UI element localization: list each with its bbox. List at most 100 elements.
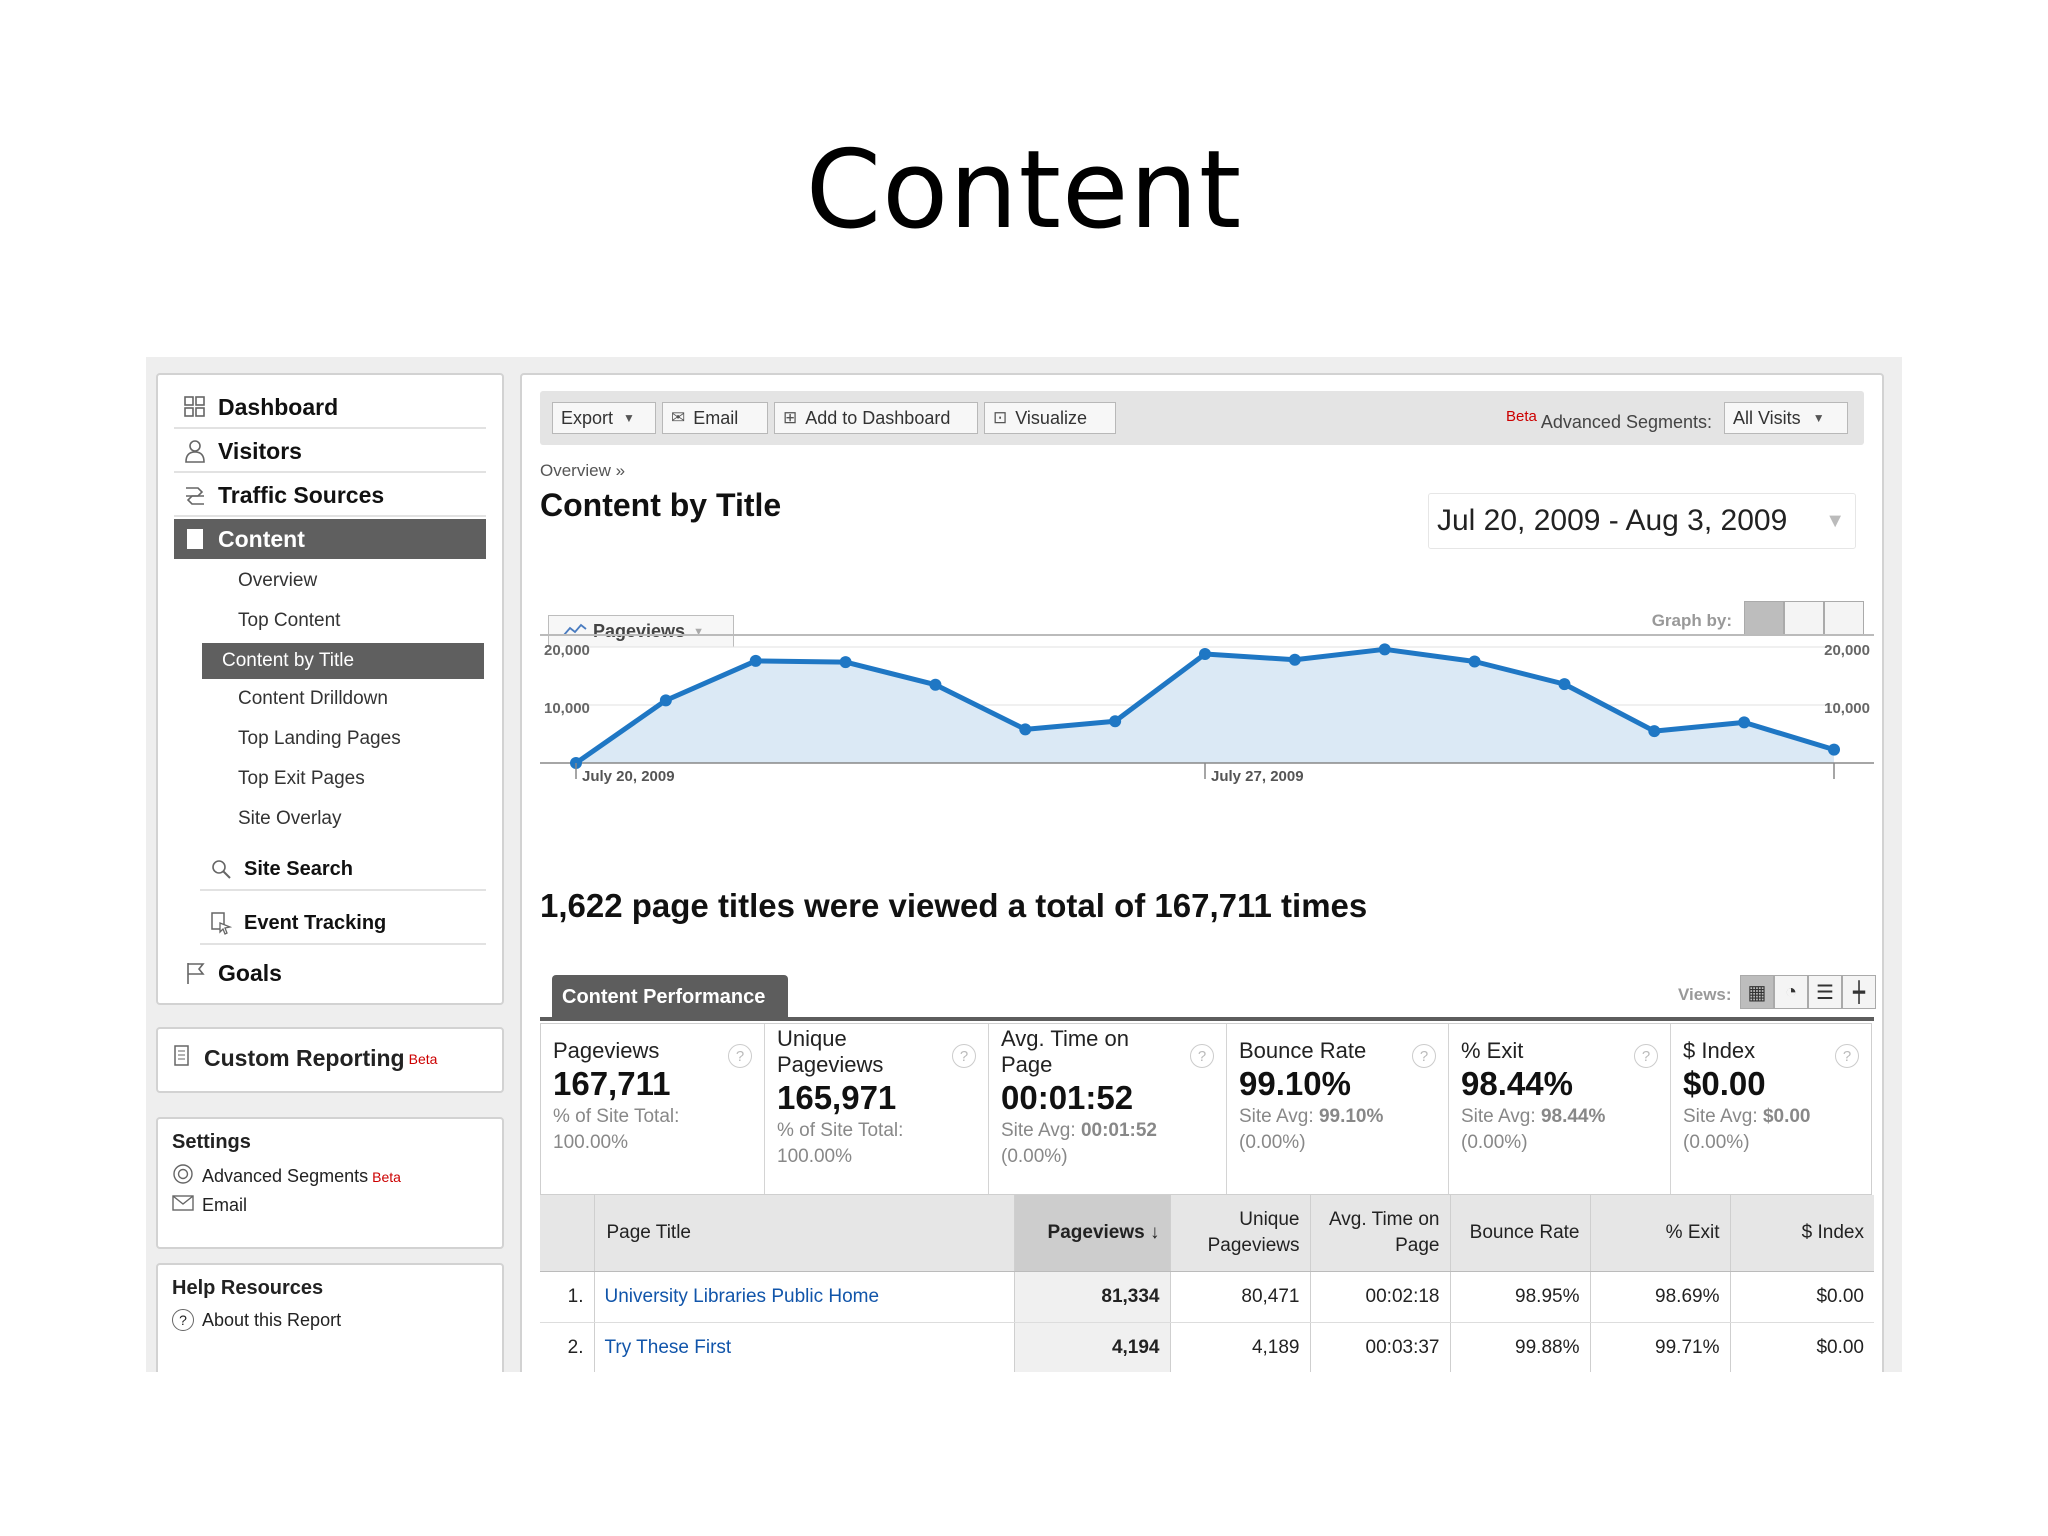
cell-exit: 98.69% xyxy=(1590,1271,1731,1323)
x-tick-label: July 27, 2009 xyxy=(1211,768,1304,785)
subnav-content-drilldown[interactable]: Content Drilldown xyxy=(218,681,490,717)
nav-traffic-sources[interactable]: Traffic Sources xyxy=(174,475,486,517)
column-header-avg-time[interactable]: Avg. Time on Page xyxy=(1310,1195,1451,1272)
performance-view-icon[interactable]: ☰ xyxy=(1808,975,1842,1009)
stat-value: 99.10% xyxy=(1239,1065,1351,1102)
graph-by-day-button[interactable] xyxy=(1744,601,1784,635)
page-title-link[interactable]: University Libraries Public Home xyxy=(594,1271,1015,1323)
summary-text: 1,622 page titles were viewed a total of… xyxy=(540,887,1368,924)
nav-goals[interactable]: Goals xyxy=(174,953,486,993)
question-icon: ? xyxy=(172,1309,194,1331)
nav-label: Traffic Sources xyxy=(218,481,385,508)
subnav-label: Content Drilldown xyxy=(238,688,388,709)
table-view-icon[interactable]: ▦ xyxy=(1740,975,1774,1009)
target-icon xyxy=(172,1163,194,1190)
visualize-label: Visualize xyxy=(1015,407,1087,428)
stat-label: $ Index xyxy=(1683,1038,1756,1063)
chevron-down-icon: ▼ xyxy=(693,625,704,638)
nav-event-tracking[interactable]: Event Tracking xyxy=(200,903,486,945)
column-header-page-title[interactable]: Page Title xyxy=(594,1195,1015,1272)
nav-site-search[interactable]: Site Search xyxy=(200,849,486,891)
stat-sub: (0.00%) xyxy=(1461,1132,1528,1153)
help-icon[interactable]: ? xyxy=(1412,1044,1436,1068)
subnav-top-exit-pages[interactable]: Top Exit Pages xyxy=(218,761,490,797)
stat-label: Avg. Time on Page xyxy=(1001,1026,1129,1077)
help-icon[interactable]: ? xyxy=(1634,1044,1658,1068)
custom-reporting-panel[interactable]: Custom Reporting Beta xyxy=(156,1027,504,1093)
nav-content[interactable]: Content xyxy=(174,519,486,559)
x-tick-label: July 20, 2009 xyxy=(582,768,675,785)
envelope-icon xyxy=(172,1195,194,1216)
report-icon xyxy=(174,1045,190,1072)
settings-panel: Settings Advanced Segments Beta Email xyxy=(156,1117,504,1249)
nav-visitors[interactable]: Visitors xyxy=(174,431,486,473)
help-icon[interactable]: ? xyxy=(952,1044,976,1068)
subnav-content-by-title[interactable]: Content by Title xyxy=(202,643,484,679)
nav-dashboard[interactable]: Dashboard xyxy=(174,387,486,429)
date-range-picker[interactable]: Jul 20, 2009 - Aug 3, 2009 ▼ xyxy=(1428,493,1856,549)
stat-sub: Site Avg: xyxy=(1239,1106,1319,1127)
graph-by-month-button[interactable] xyxy=(1824,601,1864,635)
help-title: Help Resources xyxy=(172,1277,324,1299)
stat-index: $ Index ? $0.00 Site Avg: $0.00 (0.00%) xyxy=(1671,1024,1871,1194)
subnav-top-content[interactable]: Top Content xyxy=(218,603,490,639)
column-header-unique-pageviews[interactable]: Unique Pageviews xyxy=(1170,1195,1311,1272)
page-title-link[interactable]: Try These First xyxy=(594,1322,1015,1372)
subnav-top-landing-pages[interactable]: Top Landing Pages xyxy=(218,721,490,757)
stat-value: $0.00 xyxy=(1683,1065,1766,1102)
sort-down-icon: ↓ xyxy=(1150,1222,1160,1243)
y-tick-label-right: 10,000 xyxy=(1824,700,1870,717)
page-icon xyxy=(182,526,208,552)
data-point xyxy=(1199,647,1211,660)
custom-reporting-label: Custom Reporting xyxy=(204,1045,405,1071)
stat-sub-value: 99.10% xyxy=(1318,1106,1384,1127)
table-row: 1. University Libraries Public Home 81,3… xyxy=(540,1271,1874,1323)
help-icon[interactable]: ? xyxy=(1190,1044,1214,1068)
column-header-index xyxy=(540,1195,595,1272)
about-report-label: About this Report xyxy=(202,1309,342,1330)
subnav-label: Top Content xyxy=(238,610,341,631)
beta-badge: Beta xyxy=(408,1050,438,1067)
breadcrumb[interactable]: Overview » xyxy=(540,461,626,480)
column-header-pageviews[interactable]: Pageviews ↓ xyxy=(1014,1195,1171,1272)
stat-value: 165,971 xyxy=(777,1079,897,1116)
help-icon[interactable]: ? xyxy=(1835,1044,1859,1068)
stat-label: Pageviews xyxy=(553,1038,660,1063)
visualize-button[interactable]: ⊡ Visualize xyxy=(984,402,1116,434)
email-button[interactable]: ✉ Email xyxy=(662,402,768,434)
cell-avg-time: 00:02:18 xyxy=(1310,1271,1451,1323)
data-point xyxy=(749,654,762,667)
graph-by-week-button[interactable] xyxy=(1784,601,1824,635)
visualize-icon: ⊡ xyxy=(993,408,1008,427)
cell-exit: 99.71% xyxy=(1590,1322,1731,1372)
help-icon[interactable]: ? xyxy=(728,1044,752,1068)
column-header-index-value[interactable]: $ Index xyxy=(1730,1195,1874,1272)
stat-sub: 100.00% xyxy=(553,1132,629,1153)
stat-sub: Site Avg: xyxy=(1461,1106,1541,1127)
stat-sub: % of Site Total: xyxy=(553,1106,680,1127)
about-report-link[interactable]: ? About this Report xyxy=(172,1309,341,1331)
slide-title: Content xyxy=(805,128,1243,253)
stat-label: Bounce Rate xyxy=(1239,1038,1367,1063)
comparison-view-icon[interactable]: ┿ xyxy=(1842,975,1876,1009)
stat-label: % Exit xyxy=(1461,1038,1524,1063)
column-header-exit[interactable]: % Exit xyxy=(1590,1195,1731,1272)
email-settings-link[interactable]: Email xyxy=(172,1195,247,1216)
add-to-dashboard-button[interactable]: ⊞ Add to Dashboard xyxy=(774,402,978,434)
advanced-segments-link[interactable]: Advanced Segments Beta xyxy=(172,1163,401,1190)
column-header-bounce-rate[interactable]: Bounce Rate xyxy=(1450,1195,1591,1272)
stat-sub: 100.00% xyxy=(777,1146,853,1167)
export-button[interactable]: Export ▼ xyxy=(552,402,656,434)
segments-dropdown[interactable]: All Visits ▼ xyxy=(1724,402,1848,434)
nav-label: Event Tracking xyxy=(244,911,387,934)
stat-pageviews: Pageviews ? 167,711 % of Site Total: 100… xyxy=(541,1024,765,1194)
y-tick-label-right: 20,000 xyxy=(1824,642,1870,659)
row-number: 2. xyxy=(540,1322,595,1372)
content-performance-tab[interactable]: Content Performance xyxy=(552,975,788,1019)
subnav-overview[interactable]: Overview xyxy=(218,563,490,599)
cell-index: $0.00 xyxy=(1730,1271,1874,1323)
pie-view-icon[interactable]: ◔ xyxy=(1774,975,1808,1009)
subnav-site-overlay[interactable]: Site Overlay xyxy=(218,801,490,837)
data-point xyxy=(659,694,672,707)
metric-selector[interactable]: Pageviews ▼ xyxy=(548,615,734,647)
